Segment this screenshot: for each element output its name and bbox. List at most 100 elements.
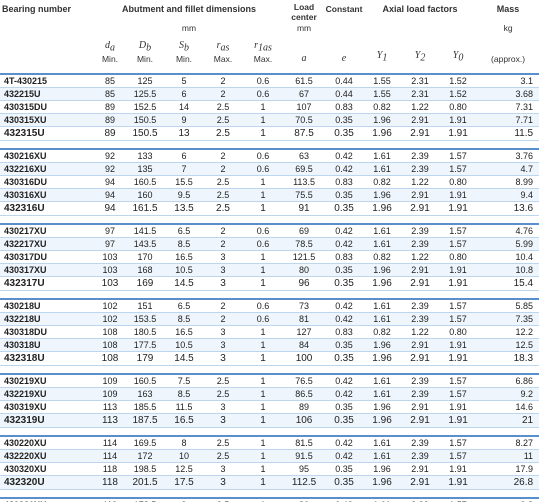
table-cell: 113 xyxy=(95,400,125,414)
table-cell: 17.5 xyxy=(165,475,203,490)
table-cell: 180.5 xyxy=(125,325,165,339)
bearing-number: 432215U xyxy=(0,87,95,101)
table-cell: 1 xyxy=(243,100,284,114)
unit-label: mm xyxy=(181,23,197,33)
table-cell: 1.52 xyxy=(439,74,478,88)
table-cell: 3 xyxy=(203,325,243,339)
table-cell: 8.27 xyxy=(477,436,539,450)
table-cell: 1 xyxy=(243,250,284,264)
table-cell: 1.91 xyxy=(439,351,478,366)
table-cell: 8 xyxy=(165,436,203,450)
table-cell: 61.5 xyxy=(283,74,326,88)
table-cell: 2 xyxy=(203,237,243,251)
table-cell: 6.86 xyxy=(477,374,539,388)
table-cell: 0.6 xyxy=(243,87,284,101)
table-cell: 177.5 xyxy=(125,338,165,352)
table-cell: 70.5 xyxy=(283,113,326,127)
table-cell: 6.5 xyxy=(165,299,203,313)
table-row: 430315XU 89 150.5 9 2.5 1 70.5 0.35 1.96 2.91 1.91… xyxy=(0,113,539,127)
table-cell: 1.22 xyxy=(401,175,440,189)
table-cell: 1.57 xyxy=(439,374,478,388)
table-cell: 152.5 xyxy=(125,100,165,114)
table-cell: 2.5 xyxy=(203,449,243,463)
group-separator xyxy=(0,66,539,75)
table-cell: 81.5 xyxy=(283,436,326,450)
table-row: 4T-430215 85 125 5 2 0.6 61.5 0.44 1.55 2.31 1.52 3… xyxy=(0,74,539,88)
table-cell: 2.39 xyxy=(401,436,440,450)
table-row: 432216XU 92 135 7 2 0.6 69.5 0.42 1.61 2.39 1.57 4.… xyxy=(0,162,539,176)
table-cell: 0.42 xyxy=(325,449,364,463)
table-cell: 1.57 xyxy=(439,149,478,163)
table-cell: 103 xyxy=(95,276,125,291)
group-separator xyxy=(0,427,539,437)
table-cell: 2.39 xyxy=(401,387,440,401)
table-cell: 1.91 xyxy=(439,126,478,141)
table-cell: 2.39 xyxy=(401,449,440,463)
table-cell: 2.39 xyxy=(401,374,440,388)
table-cell: 0.35 xyxy=(325,188,364,202)
table-cell: 1 xyxy=(243,263,284,277)
table-cell: 21 xyxy=(477,413,539,428)
table-cell: 1.22 xyxy=(401,250,440,264)
table-cell: 1 xyxy=(243,475,284,490)
table-row: 430218U 102 151 6.5 2 0.6 73 0.42 1.61 2.39 1.57 5.… xyxy=(0,299,539,313)
header-cell: Axial load factors xyxy=(382,4,458,14)
table-row: 430320XU 118 198.5 12.5 3 1 95 0.35 1.96 2.91 1.91… xyxy=(0,462,539,476)
table-cell: 9.4 xyxy=(477,188,539,202)
table-cell: 1 xyxy=(243,498,284,502)
bearing-number: 430221XU xyxy=(0,498,95,502)
table-cell: 9 xyxy=(165,498,203,502)
table-cell: 8.5 xyxy=(165,237,203,251)
table-cell: 0.83 xyxy=(325,250,364,264)
table-cell: 18.3 xyxy=(477,351,539,366)
table-cell: 2.5 xyxy=(203,201,243,216)
table-cell: 0.83 xyxy=(325,325,364,339)
table-cell: 3 xyxy=(203,475,243,490)
table-cell: 1.96 xyxy=(363,400,402,414)
table-row: 430220XU 114 169.5 8 2.5 1 81.5 0.42 1.61 2.39 1.5… xyxy=(0,436,539,450)
symbol-subscript: b xyxy=(184,43,189,54)
table-cell: 0.6 xyxy=(243,149,284,163)
table-cell: 9.2 xyxy=(477,387,539,401)
table-cell: 92 xyxy=(95,149,125,163)
table-row: 432220XU 114 172 10 2.5 1 91.5 0.42 1.61 2.39 1.57… xyxy=(0,449,539,463)
table-cell: 1 xyxy=(243,400,284,414)
symbol-header: r1as Max. xyxy=(243,34,283,66)
table-cell: 1.57 xyxy=(439,436,478,450)
bearing-number: 430317DU xyxy=(0,250,95,264)
bearing-number: 430219XU xyxy=(0,374,95,388)
table-row: 430319XU 113 185.5 11.5 3 1 89 0.35 1.96 2.91 1.91… xyxy=(0,400,539,414)
table-cell: 81 xyxy=(283,312,326,326)
table-cell: 0.42 xyxy=(325,237,364,251)
table-cell: 170 xyxy=(125,250,165,264)
table-cell: 0.35 xyxy=(325,475,364,490)
table-cell: 118 xyxy=(95,475,125,490)
symbol: a xyxy=(301,53,307,64)
table-cell: 1.91 xyxy=(439,276,478,291)
bearing-number: 432320U xyxy=(0,475,95,490)
table-cell: 78.5 xyxy=(283,237,326,251)
table-cell: 1.22 xyxy=(401,325,440,339)
table-cell: 3 xyxy=(203,462,243,476)
table-cell: 10 xyxy=(165,449,203,463)
table-cell: 2.91 xyxy=(401,126,440,141)
table-cell: 1 xyxy=(243,449,284,463)
table-row: 430316DU 94 160.5 15.5 2.5 1 113.5 0.83 0.82 1.22… xyxy=(0,175,539,189)
unit-label: mm xyxy=(296,23,312,33)
table-cell: 3 xyxy=(203,263,243,277)
table-cell: 3 xyxy=(203,276,243,291)
table-cell: 2 xyxy=(203,162,243,176)
table-cell: 10.8 xyxy=(477,263,539,277)
table-cell: 7 xyxy=(165,162,203,176)
bearing-number: 430318DU xyxy=(0,325,95,339)
table-cell: 1.57 xyxy=(439,498,478,502)
table-cell: 0.44 xyxy=(325,87,364,101)
table-cell: 85 xyxy=(95,74,125,88)
mass-note-cell: (approx.) xyxy=(477,34,539,66)
table-cell: 168 xyxy=(125,263,165,277)
table-cell: 0.42 xyxy=(325,299,364,313)
bearing-number: 430318U xyxy=(0,338,95,352)
table-cell: 1.91 xyxy=(439,201,478,216)
table-cell: 2.5 xyxy=(203,436,243,450)
table-cell: 2.91 xyxy=(401,475,440,490)
